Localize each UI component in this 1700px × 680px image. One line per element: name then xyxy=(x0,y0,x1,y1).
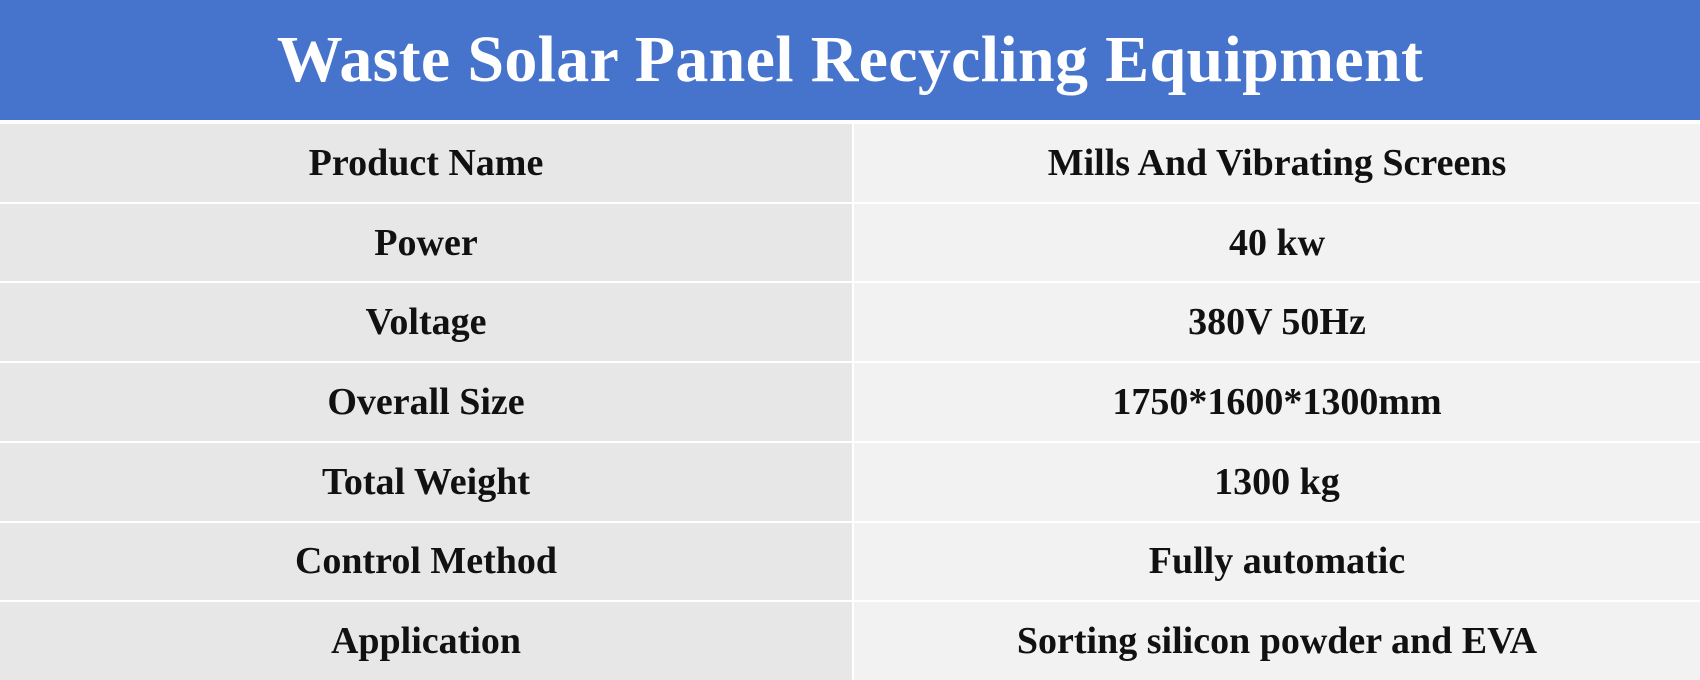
table-row: Power 40 kw xyxy=(0,201,1700,282)
table-row: Product Name Mills And Vibrating Screens xyxy=(0,124,1700,202)
table-row: Overall Size 1750*1600*1300mm xyxy=(0,361,1700,441)
spec-label: Application xyxy=(0,602,852,680)
spec-label: Control Method xyxy=(0,522,852,601)
page-title: Waste Solar Panel Recycling Equipment xyxy=(276,23,1424,96)
spec-label: Power xyxy=(0,203,852,282)
spec-label: Product Name xyxy=(0,124,852,202)
spec-value: 1300 kg xyxy=(852,442,1700,521)
table-row: Control Method Fully automatic xyxy=(0,520,1700,601)
title-banner: Waste Solar Panel Recycling Equipment xyxy=(0,0,1700,120)
spec-value: Mills And Vibrating Screens xyxy=(852,124,1700,202)
spec-value: 1750*1600*1300mm xyxy=(852,363,1700,441)
table-row: Voltage 380V 50Hz xyxy=(0,281,1700,362)
spec-value: 380V 50Hz xyxy=(852,283,1700,362)
table-row: Total Weight 1300 kg xyxy=(0,440,1700,521)
table-row: Application Sorting silicon powder and E… xyxy=(0,600,1700,680)
spec-label: Voltage xyxy=(0,283,852,362)
spec-table: Product Name Mills And Vibrating Screens… xyxy=(0,124,1700,680)
spec-value: 40 kw xyxy=(852,203,1700,282)
spec-label: Overall Size xyxy=(0,363,852,441)
spec-value: Fully automatic xyxy=(852,522,1700,601)
spec-value: Sorting silicon powder and EVA xyxy=(852,602,1700,680)
spec-label: Total Weight xyxy=(0,442,852,521)
